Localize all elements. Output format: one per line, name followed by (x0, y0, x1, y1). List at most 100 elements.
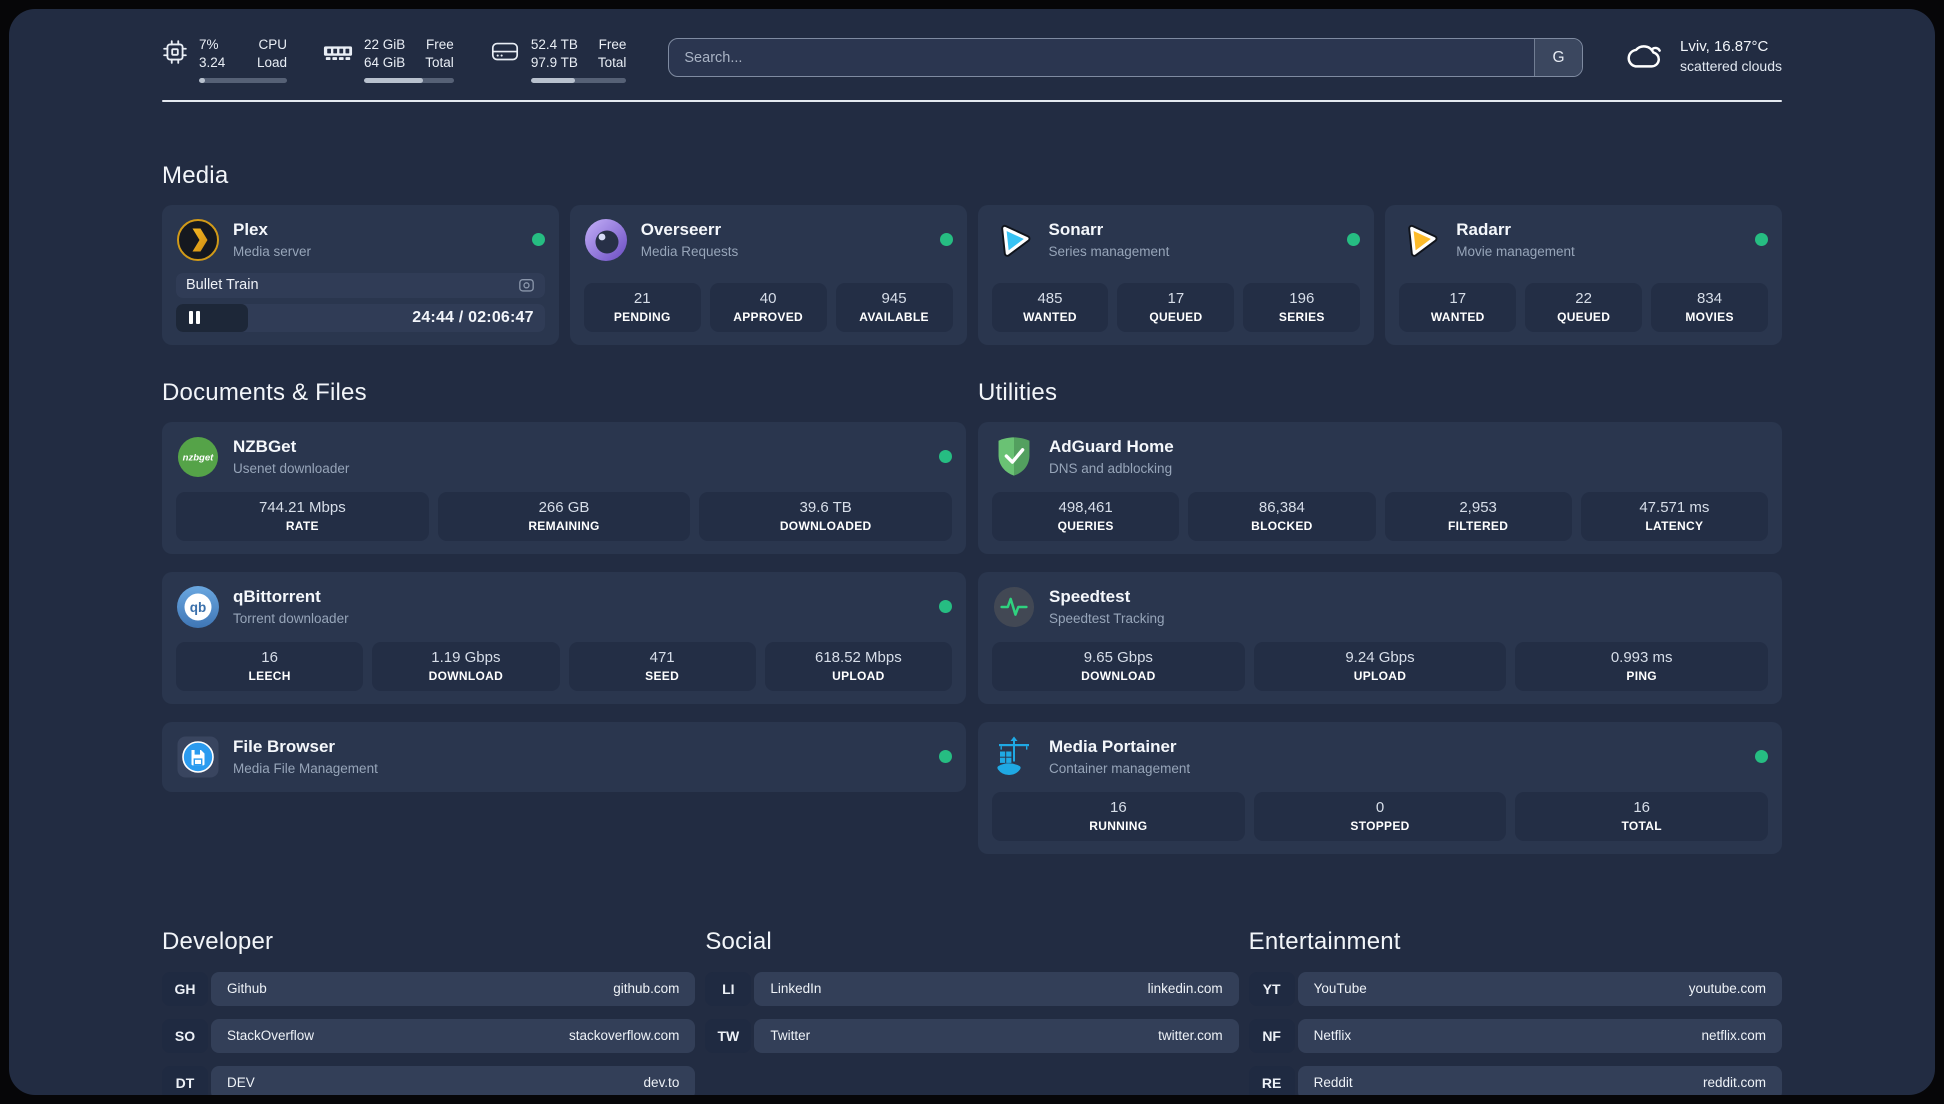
app-card-sonarr[interactable]: Sonarr Series management 485 WANTED 17 QUE… (977, 204, 1375, 345)
stat-tile-movies: 834 MOVIES (1651, 282, 1769, 332)
app-description: DNS and adblocking (1049, 460, 1173, 476)
app-description: Speedtest Tracking (1049, 610, 1165, 626)
cpu-load-value: 3.24 (199, 54, 226, 70)
link-reddit[interactable]: RE Reddit reddit.com (1248, 1065, 1782, 1095)
social-links: Social LI LinkedIn linkedin.com TW Twitte… (705, 927, 1239, 1066)
search-input[interactable] (669, 39, 1535, 76)
app-card-overseerr[interactable]: Overseerr Media Requests 21 PENDING 40 APP… (569, 204, 967, 345)
link-abbr: YT (1248, 971, 1295, 1006)
stat-tile-leech: 16 LEECH (176, 641, 364, 691)
status-online-dot (939, 600, 952, 614)
link-url: dev.to (643, 1075, 680, 1091)
portainer-icon (992, 735, 1036, 779)
cloud-icon (1623, 39, 1667, 73)
ram-icon (323, 39, 353, 65)
stat-tile-approved: 40 APPROVED (709, 282, 827, 332)
app-description: Torrent downloader (233, 610, 349, 626)
playback-time: 24:44 / 02:06:47 (412, 308, 534, 326)
link-abbr: RE (1248, 1065, 1295, 1095)
system-metrics: 7% CPU 3.24 Load (162, 36, 627, 83)
section-title-social: Social (705, 927, 772, 955)
stat-tile-wanted: 485 WANTED (991, 282, 1109, 332)
app-card-nzbget[interactable]: nzbget NZBGet Usenet downloader 744.21 M… (162, 421, 966, 554)
stat-tile-queries: 498,461 QUERIES (992, 491, 1180, 541)
link-abbr: NF (1248, 1018, 1295, 1053)
app-name: NZBGet (233, 437, 297, 457)
app-description: Series management (1048, 243, 1170, 259)
link-name: Netflix (1313, 1028, 1352, 1044)
qbittorrent-icon: qb (176, 585, 220, 629)
app-card-qbittorrent[interactable]: qb qBittorrent Torrent downloader 16 LEEC… (162, 571, 966, 704)
section-title-documents: Documents & Files (162, 378, 367, 406)
link-url: github.com (613, 981, 680, 997)
link-name: YouTube (1313, 981, 1367, 997)
playback-progress-bar: 24:44 / 02:06:47 (176, 303, 545, 332)
disk-icon (490, 39, 520, 65)
app-card-speedtest[interactable]: Speedtest Speedtest Tracking 9.65 Gbps DO… (978, 571, 1782, 704)
stat-tile-rate: 744.21 Mbps RATE (176, 491, 429, 541)
link-linkedin[interactable]: LI LinkedIn linkedin.com (705, 971, 1239, 1006)
radarr-icon (1399, 218, 1443, 262)
stat-tile-download: 1.19 Gbps DOWNLOAD (372, 641, 560, 691)
stat-tile-remaining: 266 GB REMAINING (437, 491, 691, 541)
link-netflix[interactable]: NF Netflix netflix.com (1248, 1018, 1782, 1053)
search-bar: G (668, 38, 1584, 77)
metric-disk: 52.4 TB Free 97.9 TB Total (490, 36, 627, 83)
app-name: Sonarr (1048, 220, 1104, 240)
disk-label-bottom: Total (597, 54, 627, 70)
link-name: Twitter (770, 1028, 811, 1044)
link-abbr: DT (162, 1065, 208, 1095)
disk-total-value: 97.9 TB (530, 54, 578, 70)
stat-tile-wanted: 17 WANTED (1399, 282, 1517, 332)
filebrowser-icon (176, 735, 220, 779)
app-description: Media Requests (640, 243, 739, 259)
link-stackoverflow[interactable]: SO StackOverflow stackoverflow.com (162, 1018, 696, 1053)
search-engine-button[interactable]: G (1534, 39, 1583, 76)
pause-button[interactable] (176, 311, 200, 325)
top-bar: 7% CPU 3.24 Load (162, 9, 1782, 83)
app-name: Plex (233, 220, 268, 240)
stat-tile-seed: 471 SEED (568, 641, 756, 691)
app-name: File Browser (233, 737, 336, 757)
stat-tile-queued: 22 QUEUED (1525, 282, 1643, 332)
app-card-adguard[interactable]: AdGuard Home DNS and adblocking 498,461 Q… (978, 421, 1782, 554)
cpu-free-value: 7% (199, 37, 219, 52)
app-card-radarr[interactable]: Radarr Movie management 17 WANTED 22 QUEUE… (1385, 204, 1782, 345)
link-name: DEV (227, 1075, 255, 1091)
app-card-filebrowser[interactable]: File Browser Media File Management (162, 721, 966, 792)
section-title-media: Media (162, 161, 229, 189)
disk-progress-bar (530, 77, 627, 83)
stat-tile-available: 945 AVAILABLE (835, 282, 953, 332)
link-twitter[interactable]: TW Twitter twitter.com (705, 1018, 1239, 1053)
stat-tile-download: 9.65 Gbps DOWNLOAD (992, 641, 1245, 691)
app-description: Media server (233, 243, 312, 259)
status-online-dot (1755, 750, 1768, 764)
link-github[interactable]: GH Github github.com (162, 971, 696, 1006)
sonarr-icon (992, 218, 1036, 262)
link-dev[interactable]: DT DEV dev.to (162, 1065, 696, 1095)
app-card-plex[interactable]: Plex Media server Bullet Train (162, 204, 559, 345)
app-card-portainer[interactable]: Media Portainer Container management 16 R… (978, 721, 1782, 854)
disk-free-value: 52.4 TB (530, 37, 578, 52)
ram-free-value: 22 GiB (364, 37, 406, 52)
status-online-dot (939, 233, 953, 247)
entertainment-links: Entertainment YT YouTube youtube.com NF N… (1248, 927, 1782, 1095)
weather-location: Lviv, 16.87°C (1680, 38, 1769, 55)
link-abbr: LI (705, 971, 752, 1006)
status-online-dot (1347, 233, 1361, 247)
svg-text:qb: qb (190, 600, 207, 615)
section-title-entertainment: Entertainment (1248, 927, 1401, 955)
stat-tile-filtered: 2,953 FILTERED (1384, 491, 1572, 541)
now-playing-row[interactable]: Bullet Train (176, 272, 545, 298)
app-description: Usenet downloader (233, 460, 350, 476)
app-name: Radarr (1456, 220, 1512, 240)
link-youtube[interactable]: YT YouTube youtube.com (1248, 971, 1782, 1006)
app-description: Movie management (1456, 243, 1575, 259)
metric-cpu: 7% CPU 3.24 Load (162, 36, 287, 83)
link-name: StackOverflow (227, 1028, 315, 1044)
dashboard-root: 7% CPU 3.24 Load (9, 9, 1935, 1095)
metric-ram: 22 GiB Free 64 GiB Total (323, 36, 454, 83)
svg-text:nzbget: nzbget (183, 452, 215, 463)
app-name: AdGuard Home (1049, 437, 1174, 457)
stat-tile-downloaded: 39.6 TB DOWNLOADED (699, 491, 953, 541)
